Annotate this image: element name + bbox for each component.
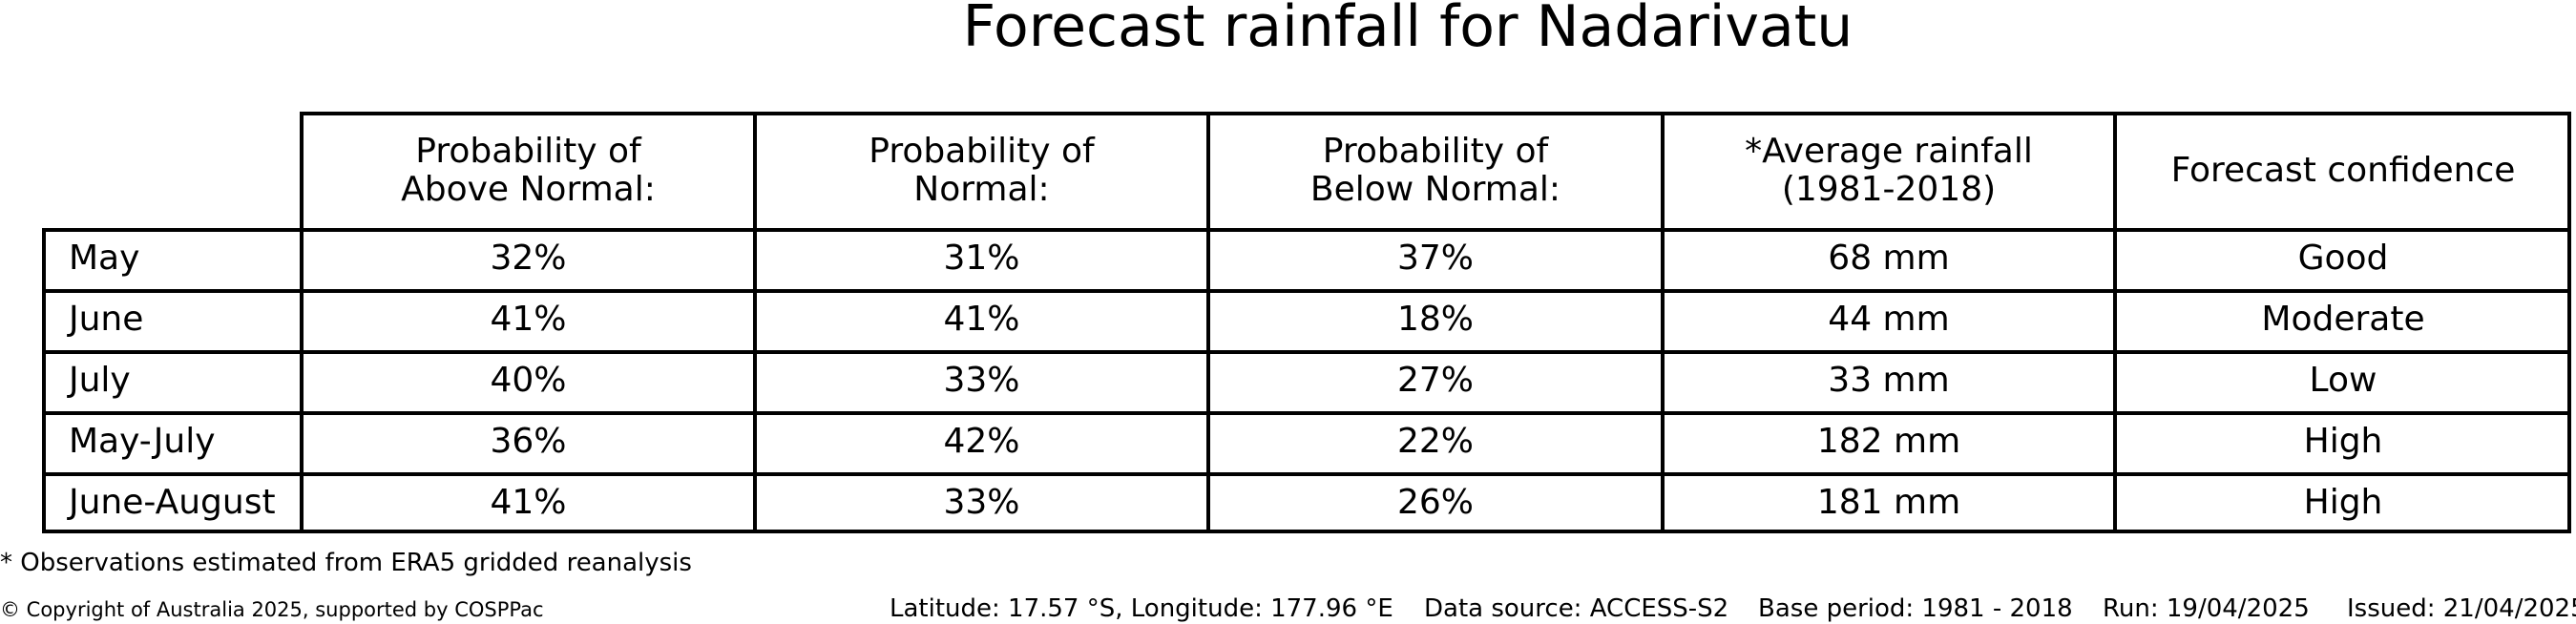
row-label: June xyxy=(69,300,144,339)
table-cell-above-normal: 41% xyxy=(490,300,567,339)
row-label: June-August xyxy=(69,483,276,522)
header-forecast-confidence: Forecast confidence xyxy=(2170,151,2516,190)
table-column-divider xyxy=(2113,112,2117,533)
table-row-divider xyxy=(42,472,2571,476)
table-row-divider xyxy=(42,289,2571,293)
table-border-left xyxy=(42,228,46,533)
data-source-text: Data source: ACCESS-S2 xyxy=(1424,594,1729,623)
table-column-divider xyxy=(1661,112,1665,533)
table-cell-average-rainfall: 44 mm xyxy=(1828,300,1950,339)
table-cell-below-normal: 27% xyxy=(1396,361,1474,400)
table-cell-average-rainfall: 181 mm xyxy=(1816,483,1961,522)
table-cell-above-normal: 41% xyxy=(490,483,567,522)
forecast-table: Probability of Above Normal: Probability … xyxy=(42,112,2571,534)
table-cell-forecast-confidence: High xyxy=(2303,422,2383,461)
table-cell-average-rainfall: 182 mm xyxy=(1816,422,1961,461)
table-cell-below-normal: 37% xyxy=(1396,239,1474,278)
table-cell-normal: 41% xyxy=(943,300,1020,339)
header-average-rainfall: *Average rainfall (1981-2018) xyxy=(1745,132,2033,209)
table-cell-above-normal: 32% xyxy=(490,239,567,278)
row-label: May xyxy=(69,239,140,278)
header-below-normal: Probability of Below Normal: xyxy=(1309,132,1561,209)
table-cell-forecast-confidence: Low xyxy=(2309,361,2377,400)
table-cell-forecast-confidence: Good xyxy=(2297,239,2389,278)
table-row-divider xyxy=(42,530,2571,533)
table-row-divider xyxy=(42,228,2571,232)
table-cell-below-normal: 22% xyxy=(1396,422,1474,461)
table-cell-below-normal: 18% xyxy=(1396,300,1474,339)
footnote: * Observations estimated from ERA5 gridd… xyxy=(0,549,692,577)
run-date-text: Run: 19/04/2025 xyxy=(2103,594,2310,623)
header-above-normal: Probability of Above Normal: xyxy=(401,132,656,209)
table-cell-normal: 42% xyxy=(943,422,1020,461)
table-column-divider xyxy=(753,112,757,533)
table-row-divider xyxy=(42,411,2571,415)
table-cell-above-normal: 36% xyxy=(490,422,567,461)
table-row-divider xyxy=(42,350,2571,354)
location-text: Latitude: 17.57 °S, Longitude: 177.96 °E xyxy=(890,594,1393,623)
table-column-divider xyxy=(1206,112,1210,533)
header-normal: Probability of Normal: xyxy=(869,132,1095,209)
table-cell-forecast-confidence: High xyxy=(2303,483,2383,522)
issued-date-text: Issued: 21/04/2025 xyxy=(2347,594,2576,623)
base-period-text: Base period: 1981 - 2018 xyxy=(1758,594,2073,623)
row-label: May-July xyxy=(69,422,216,461)
table-cell-normal: 33% xyxy=(943,483,1020,522)
table-cell-normal: 31% xyxy=(943,239,1020,278)
table-cell-average-rainfall: 68 mm xyxy=(1828,239,1950,278)
table-cell-forecast-confidence: Moderate xyxy=(2261,300,2425,339)
table-border-right xyxy=(2567,112,2571,533)
page-title: Forecast rainfall for Nadarivatu xyxy=(962,0,1853,60)
table-cell-normal: 33% xyxy=(943,361,1020,400)
table-border-top xyxy=(302,112,2571,115)
row-label: July xyxy=(69,361,131,400)
table-cell-below-normal: 26% xyxy=(1396,483,1474,522)
table-cell-above-normal: 40% xyxy=(490,361,567,400)
table-cell-average-rainfall: 33 mm xyxy=(1828,361,1950,400)
copyright-text: © Copyright of Australia 2025, supported… xyxy=(0,598,544,621)
table-column-divider xyxy=(300,112,304,533)
